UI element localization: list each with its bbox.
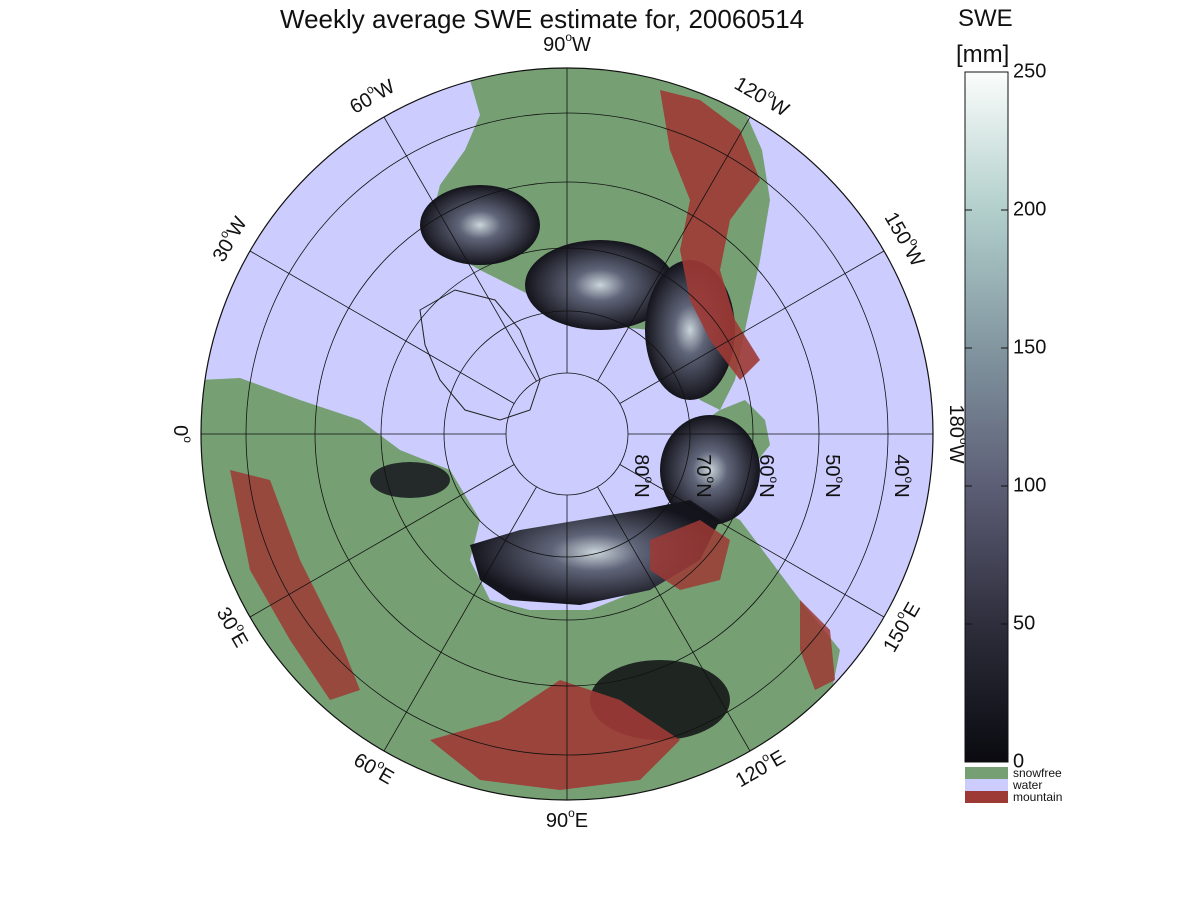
colorbar-tick-label: 50 (1013, 612, 1035, 634)
colorbar-tick-label: 200 (1013, 198, 1046, 220)
latitude-label: 80oN (630, 454, 656, 497)
mountain-rockies (660, 90, 760, 380)
latitude-label: 40oN (890, 454, 916, 497)
longitude-label-value: 150 (880, 616, 916, 656)
map-title: Weekly average SWE estimate for, 2006051… (280, 4, 805, 34)
longitude-label-hemisphere: E (575, 810, 588, 832)
swe-north-siberia (470, 500, 720, 605)
meridian-line (619, 464, 885, 618)
colorbar-tick-label: 0 (1013, 750, 1024, 772)
swe-scandinavia (370, 462, 450, 498)
map-disc (201, 68, 933, 800)
latitude-label: 70oN (692, 454, 718, 497)
longitude-label-hemisphere: W (899, 243, 928, 270)
longitude-label-hemisphere: E (226, 629, 252, 652)
longitude-label-value: 180 (945, 405, 967, 438)
category-label-snowfree: snowfree (1013, 766, 1062, 780)
meridian-line (249, 250, 515, 404)
category-swatch-snowfree (965, 767, 1008, 779)
colorbar-ticks: 0 50 100 150 200 250 (965, 60, 1046, 772)
graticule (200, 67, 934, 801)
latitude-label-value: 60 (755, 454, 777, 476)
mountain-east-siberia (650, 520, 730, 590)
colorbar-tick-label: 100 (1013, 474, 1046, 496)
longitude-label-hemisphere: E (767, 747, 790, 773)
meridian-line (597, 116, 751, 382)
meridian-line (619, 250, 885, 404)
longitude-label-degree: o (957, 438, 971, 445)
latitude-label-degree: o (902, 477, 916, 484)
colorbar-label-swe: SWE (958, 5, 1013, 32)
latitude-label-value: 50 (821, 454, 843, 476)
latitude-label-hemisphere: N (755, 483, 777, 497)
longitude-label: 180oW (945, 405, 971, 464)
swe-north-canada (420, 185, 540, 265)
latitude-label-value: 40 (890, 454, 912, 476)
category-label-water: water (1012, 778, 1042, 792)
longitude-label: 90oE (546, 806, 588, 832)
category-label-mountain: mountain (1013, 790, 1062, 804)
longitude-label-hemisphere: W (945, 445, 967, 464)
latitude-label-hemisphere: N (821, 483, 843, 497)
latitude-label-value: 70 (692, 454, 714, 476)
meridian-line (249, 464, 515, 618)
category-swatch-mountain (965, 791, 1008, 803)
mountain-west (230, 470, 360, 700)
longitude-label-degree: o (565, 30, 572, 44)
latitude-label-degree: o (642, 477, 656, 484)
latitude-label-degree: o (767, 477, 781, 484)
latitude-label-hemisphere: N (630, 483, 652, 497)
longitude-label-value: 90 (543, 34, 565, 56)
meridian-line (597, 486, 751, 752)
swe-east-siberia (660, 415, 760, 525)
latitude-label: 50oN (821, 454, 847, 497)
longitude-label: 60oW (344, 72, 399, 119)
swe-canadian-archipelago (525, 240, 675, 330)
longitude-label-value: 0 (169, 425, 191, 436)
meridian-line (383, 486, 537, 752)
meridian-line (383, 116, 537, 382)
colorbar-label-unit: [mm] (956, 41, 1009, 68)
meridian-lines (201, 68, 933, 800)
longitude-label-value: 120 (730, 73, 770, 109)
latitude-label-degree: o (704, 477, 718, 484)
longitude-labels: 90oW120oW150oW180oW150oE120oE90oE60oE30o… (169, 30, 971, 832)
colorbar-gradient (964, 71, 1009, 763)
latitude-label-hemisphere: N (692, 483, 714, 497)
colorbar-tick-label: 250 (1013, 60, 1046, 82)
longitude-label: 30oW (205, 211, 252, 266)
mountain-himalaya (430, 680, 680, 790)
mountain-kamchatka (800, 600, 835, 690)
longitude-label-value: 30 (209, 236, 239, 266)
latitude-label-degree: o (833, 477, 847, 484)
longitude-label: 90oW (543, 30, 591, 56)
longitude-label-degree: o (181, 436, 195, 443)
colorbar-tick-label: 150 (1013, 336, 1046, 358)
longitude-label-value: 60 (350, 749, 380, 779)
longitude-label-hemisphere: W (572, 34, 591, 56)
longitude-label-value: 90 (546, 810, 568, 832)
latitude-label-value: 80 (630, 454, 652, 476)
category-swatch-water (965, 779, 1008, 791)
latitude-label: 60oN (755, 454, 781, 497)
colorbar: SWE [mm] 0 50 100 150 200 250 snowfreewatermo… (956, 5, 1062, 804)
longitude-label-hemisphere: W (371, 76, 398, 105)
longitude-label-degree: o (568, 806, 575, 820)
longitude-label: 0o (169, 425, 195, 443)
latitude-label-hemisphere: N (890, 483, 912, 497)
greenland-outline (419, 289, 541, 421)
